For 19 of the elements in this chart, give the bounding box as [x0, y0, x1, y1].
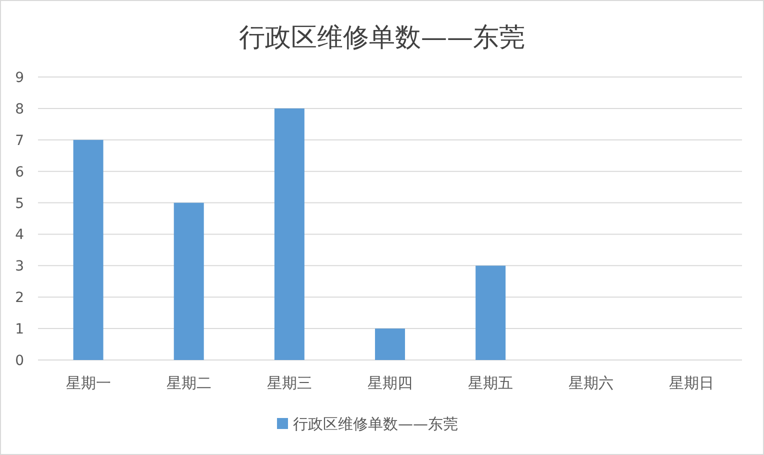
y-tick-label: 5 — [15, 196, 24, 212]
legend-label: 行政区维修单数——东莞 — [293, 415, 458, 433]
y-tick-label: 0 — [15, 353, 24, 369]
y-tick-label: 7 — [15, 132, 24, 149]
y-tick-label: 6 — [15, 164, 24, 180]
y-tick-label: 3 — [15, 258, 24, 275]
y-tick-label: 9 — [15, 70, 24, 86]
x-tick-label: 星期一 — [66, 374, 111, 392]
y-tick-label: 8 — [15, 101, 24, 118]
title: 行政区维修单数——东莞 — [239, 23, 525, 53]
y-tick-label: 4 — [15, 227, 24, 244]
x-tick-label: 星期六 — [568, 374, 614, 392]
x-tick-label: 星期四 — [368, 374, 412, 392]
y-tick-label: 2 — [15, 290, 24, 306]
x-tick-label: 星期三 — [266, 374, 312, 392]
y-tick-label: 1 — [15, 322, 24, 338]
x-tick-label: 星期日 — [669, 374, 714, 392]
x-tick-label: 星期二 — [166, 374, 212, 392]
x-tick-label: 星期五 — [468, 374, 514, 392]
